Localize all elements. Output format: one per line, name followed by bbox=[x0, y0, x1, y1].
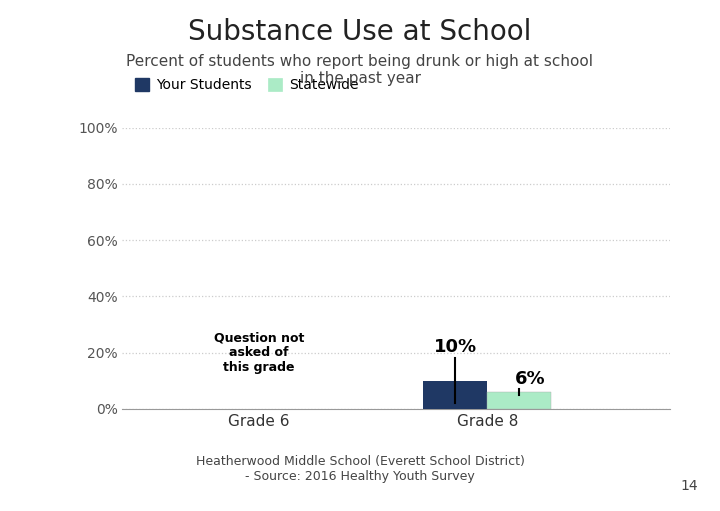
Text: Percent of students who report being drunk or high at school
in the past year: Percent of students who report being dru… bbox=[127, 54, 593, 86]
Text: - Source: 2016 Healthy Youth Survey: - Source: 2016 Healthy Youth Survey bbox=[245, 470, 475, 483]
Text: Substance Use at School: Substance Use at School bbox=[189, 18, 531, 46]
Text: Question not
asked of
this grade: Question not asked of this grade bbox=[214, 331, 305, 374]
Text: 10%: 10% bbox=[433, 338, 477, 356]
Bar bbox=[487, 392, 551, 409]
Legend: Your Students, Statewide: Your Students, Statewide bbox=[130, 73, 364, 98]
Bar bbox=[423, 381, 487, 409]
Text: 6%: 6% bbox=[516, 370, 546, 388]
Text: 14: 14 bbox=[681, 479, 698, 493]
Text: Heatherwood Middle School (Everett School District): Heatherwood Middle School (Everett Schoo… bbox=[196, 455, 524, 468]
